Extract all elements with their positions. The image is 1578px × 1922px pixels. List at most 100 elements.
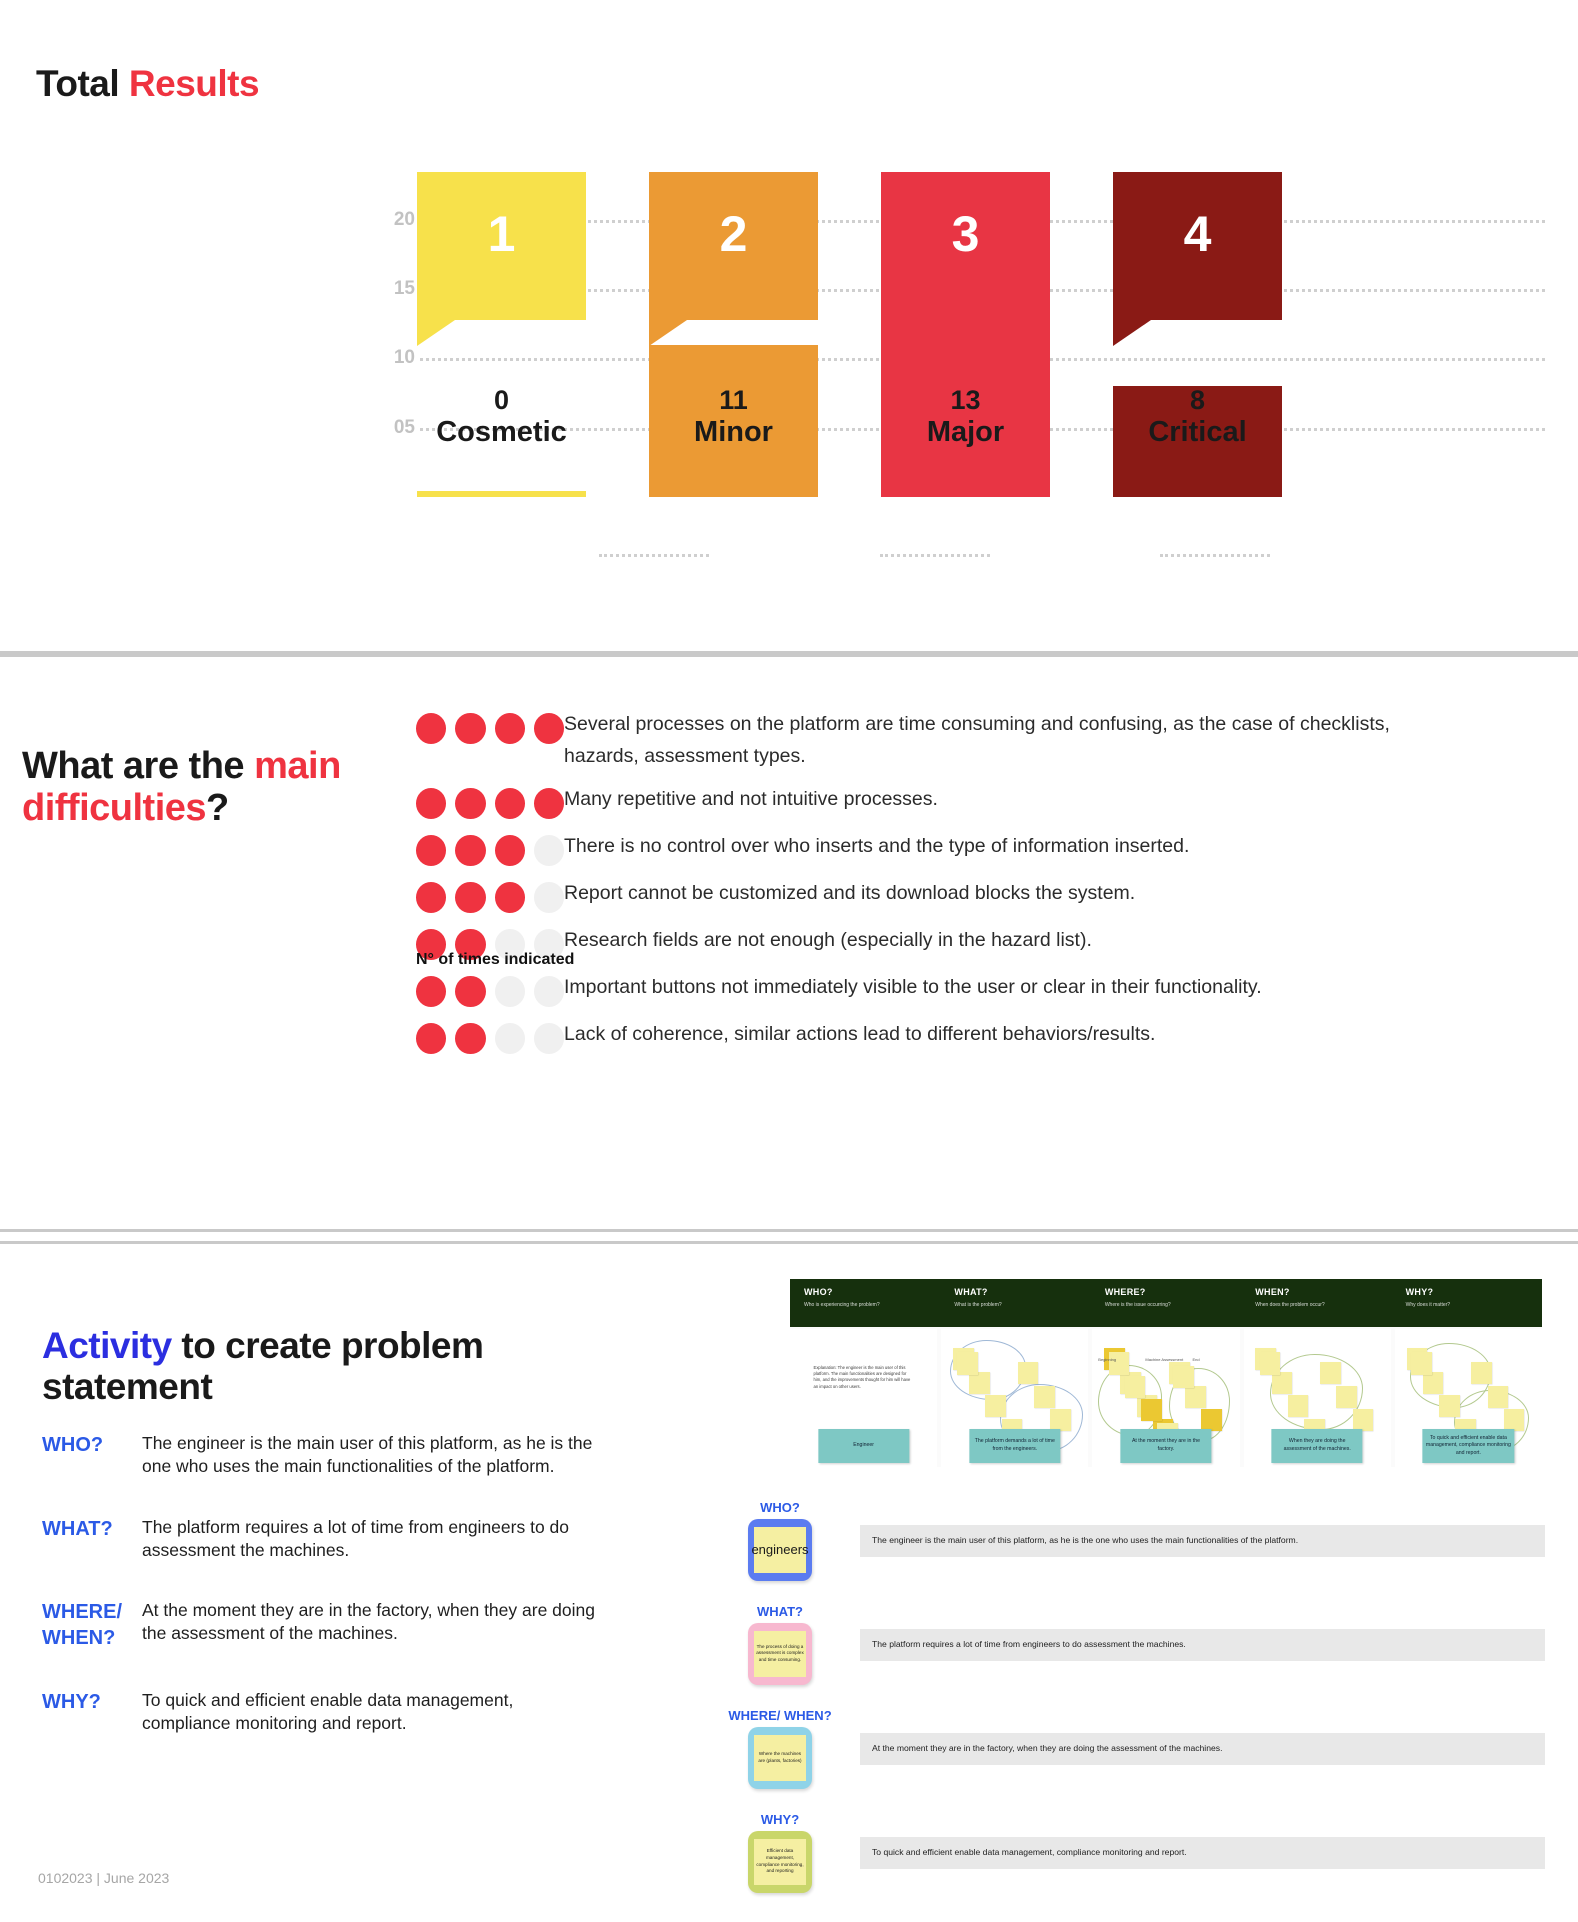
board-sticky-note [969,1371,990,1394]
summary-card-sticky-note: The process of doing a assessment is com… [748,1622,812,1685]
total-results-panel: Total Results 20 15 10 05 1 0 Cosmetic 2 11 Minor… [0,0,1578,654]
summary-card-description: The platform requires a lot of time from… [860,1629,1545,1661]
board-header-row: WHO? Who is experiencing the problem? WHAT… [790,1279,1542,1327]
board-column-body: Beginning Machine Assessment End At the mom… [1092,1329,1240,1467]
board-column-title: WHERE? [1104,1287,1146,1297]
rating-dot-filled [533,713,564,744]
board-cluster-label: End [1192,1356,1200,1362]
rating-dot-empty [494,929,525,961]
board-column-title: WHO? [804,1287,833,1297]
board-summary-note: The platform demands a lot of time from … [969,1429,1061,1463]
difficulty-rating-dots [416,878,564,914]
summary-card-row: WHO? engineers The engineer is the main us… [700,1489,1545,1593]
rating-dot-filled [455,976,486,1008]
problem-statement-value: The engineer is the main user of this pl… [142,1433,593,1477]
board-sticky-note [957,1352,978,1375]
chart-x-labels: 13 Major [881,384,1050,449]
board-sticky-note [1422,1371,1444,1394]
rating-dot-filled [455,713,486,744]
board-sticky-note [1271,1371,1293,1394]
rating-dot-filled [455,1023,486,1055]
difficulty-row: Many repetitive and not intuitive proces… [416,784,1546,820]
rating-dot-empty [533,882,564,914]
chart-y-tick: 10 [393,347,415,369]
board-sticky-note [1287,1395,1309,1418]
board-column-body: When they are doing the assessment of th… [1243,1329,1391,1467]
board-body-row: Explanation: The engineer is the main us… [790,1327,1542,1467]
difficulties-title: What are the main difficulties? [22,745,442,830]
summary-card-key: WHAT? [757,1604,803,1620]
problem-statement-value: At the moment they are in the factory, w… [142,1600,595,1644]
board-column-body: Explanation: The engineer is the main us… [790,1329,938,1467]
chart-bar-value: 8 [1189,384,1206,415]
main-difficulties-panel: What are the main difficulties? Several … [0,654,1578,1232]
rating-dot-filled [455,929,486,961]
chart-y-tick: 05 [393,416,415,438]
board-column-subtitle: Why does it matter? [1405,1302,1451,1308]
board-cluster-label: Machine Assessment [1145,1356,1184,1362]
problem-statement-key: WHAT? [42,1517,113,1540]
summary-card-sticky-note: Where the machines are (plants, factorie… [748,1726,812,1789]
problem-statement-qa-list: WHO? The engineer is the main user of thi… [42,1432,642,1772]
rating-dot-empty [533,976,564,1008]
chart-flag-notch [1113,320,1151,346]
difficulty-text: Report cannot be customized and its down… [564,882,1136,905]
difficulty-row: Report cannot be customized and its down… [416,878,1546,914]
board-column-subtitle: When does the problem occur? [1255,1302,1325,1308]
rating-dot-empty [494,1023,525,1055]
board-column-header: WHEN? When does the problem occur? [1241,1279,1391,1327]
difficulty-rating-dots [416,709,564,744]
difficulty-row: Research fields are not enough (especial… [416,925,1546,961]
difficulty-text: Lack of coherence, similar actions lead … [564,1023,1156,1046]
board-sticky-note [1471,1362,1492,1385]
difficulties-title-plain: What are the [22,744,255,787]
board-summary-note: To quick and efficient enable data manag… [1422,1429,1515,1463]
chart-flag-label: 3 [951,206,980,262]
chart-plot-area: 20 15 10 05 1 0 Cosmetic 2 11 Minor 3 13 Major 4 8 Crit… [385,22,1545,622]
chart-category-label: Cosmetic [436,415,567,448]
difficulty-text: Research fields are not enough (especial… [564,929,1092,952]
rating-dot-empty [533,929,564,961]
difficulty-rating-dots [416,925,564,961]
problem-statement-value: To quick and efficient enable data manag… [142,1689,514,1734]
chart-x-labels: 8 Critical [1113,384,1282,449]
miro-board-screenshot: WHO? Who is experiencing the problem? WHAT… [790,1279,1542,1467]
board-explanation-text: Explanation: The engineer is the main us… [813,1364,911,1389]
summary-card-sticky-text: engineers [751,1526,809,1573]
rating-dot-filled [416,788,447,820]
summary-card-sticky-group: WHAT? The process of doing a assessment i… [700,1605,860,1685]
difficulty-rating-dots [416,1019,564,1055]
dots-legend-label: N° of times indicated [416,951,575,968]
summary-card-sticky-text: The process of doing a assessment is com… [754,1630,806,1677]
board-sticky-note [985,1395,1006,1418]
chart-y-tick: 20 [393,208,415,230]
chart-category-label: Critical [1148,415,1247,448]
board-sticky-note [1336,1385,1357,1408]
rating-dot-filled [533,788,564,820]
rating-dot-empty [494,976,525,1008]
board-summary-note: Engineer [817,1429,910,1463]
chart-bar-value: 13 [950,384,981,415]
chart-y-tick: 15 [393,278,415,300]
chart-category-label: Major [926,415,1005,448]
board-summary-note: At the moment they are in the factory. [1120,1429,1212,1463]
chart-flag-label: 2 [719,206,748,262]
chart-flag-label: 4 [1183,206,1212,262]
chart-flag-marker: 3 [881,172,1050,346]
problem-statement-row: WHAT? The platform requires a lot of time… [42,1516,642,1563]
rating-dot-filled [494,713,525,744]
rating-dot-filled [416,929,447,961]
rating-dot-filled [494,788,525,820]
board-sticky-note [1503,1409,1525,1432]
title-plain: Total [36,62,129,104]
board-sticky-note [1050,1409,1071,1432]
difficulty-rating-dots [416,784,564,820]
chart-flag-notch [649,320,687,346]
board-sticky-note [1140,1399,1162,1422]
rating-dot-filled [416,835,447,867]
difficulty-text: There is no control over who inserts and… [564,835,1190,858]
difficulty-row: Lack of coherence, similar actions lead … [416,1019,1546,1055]
board-column-body: time consumingThe platform demands a lot… [941,1329,1089,1467]
summary-card-sticky-group: WHO? engineers [700,1501,860,1581]
problem-statement-key: WHY? [42,1690,101,1713]
